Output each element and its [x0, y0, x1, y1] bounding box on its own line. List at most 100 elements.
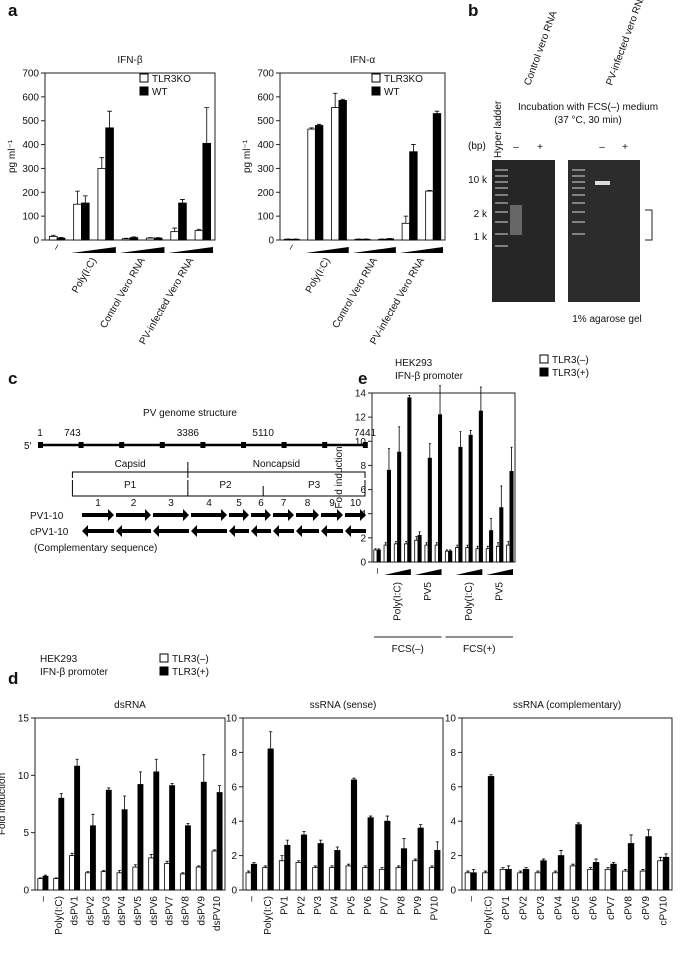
gel-title: Incubation with FCS(–) medium [518, 102, 658, 113]
x-tick-label: Poly(I:C) [483, 896, 494, 935]
genome-marker [281, 442, 287, 448]
bp-label: (bp) [468, 141, 486, 152]
error-bar [70, 852, 74, 856]
dose-wedge [305, 247, 349, 253]
error-bar [559, 850, 563, 856]
y-tick-label: 4 [450, 817, 456, 828]
bar [569, 865, 577, 891]
y-tick-label: 4 [231, 817, 237, 828]
bar [97, 168, 107, 241]
sense-arrow [191, 509, 227, 521]
error-bar [507, 541, 510, 546]
bar [250, 863, 258, 891]
error-bar [165, 860, 169, 864]
x-tick-label: cPV3 [536, 896, 547, 920]
dose-wedge [168, 247, 213, 253]
gel-title: (37 °C, 30 min) [554, 115, 621, 126]
bar [37, 878, 44, 891]
error-bar [369, 815, 373, 818]
legend-swatch [139, 86, 149, 96]
error-bar [524, 867, 528, 870]
genome-marker [119, 442, 125, 448]
bar [395, 867, 402, 891]
error-bar [490, 518, 493, 531]
bar [557, 855, 565, 891]
group-label: Poly(I:C) [393, 582, 404, 621]
x-tick-label: dsPV10 [212, 896, 223, 931]
legend-swatch [159, 653, 169, 663]
bar [58, 797, 65, 891]
error-bar [623, 868, 628, 872]
plot-frame [371, 392, 516, 563]
segment-label: 4 [206, 498, 212, 509]
genome-marker [362, 442, 368, 448]
y-tick-label: 300 [22, 164, 39, 175]
bar [73, 203, 82, 241]
bar [378, 868, 386, 891]
plot-frame [44, 72, 216, 241]
group-label: Poly(I:C) [304, 256, 333, 295]
bar [164, 863, 170, 891]
bar [412, 860, 419, 891]
complement-arrow [191, 525, 227, 537]
genome-position: 3386 [177, 428, 200, 439]
bar [350, 779, 358, 891]
dose-wedge [71, 247, 116, 253]
segment-label: 3 [168, 498, 174, 509]
plot-frame [34, 717, 226, 891]
error-bar [377, 548, 380, 550]
bar [384, 820, 391, 891]
bar [53, 878, 60, 891]
segment-label: 6 [258, 498, 264, 509]
error-bar [394, 541, 397, 544]
error-bar [75, 758, 79, 767]
y-tick-label: 400 [22, 140, 39, 151]
y-tick-label: 200 [22, 188, 39, 199]
x-tick-label: dsPV8 [180, 896, 191, 926]
bar [434, 850, 441, 891]
error-bar [309, 127, 314, 130]
sense-arrow [153, 509, 189, 521]
x-tick-label: PV2 [296, 896, 307, 915]
region-label: Noncapsid [253, 459, 300, 470]
segment-label: 10 [350, 498, 362, 509]
error-bar [402, 838, 406, 849]
y-axis-label: Fold induction [0, 773, 8, 835]
legend-swatch [539, 354, 549, 364]
gel-image [492, 160, 555, 302]
group-label: Control Vero RNA [98, 256, 147, 331]
bar [216, 792, 223, 891]
error-bar [58, 236, 64, 239]
error-bar [411, 144, 416, 152]
bar [362, 867, 369, 891]
genome-marker [78, 442, 84, 448]
bar [400, 848, 408, 891]
y-tick-label: 6 [231, 782, 237, 793]
x-tick-label: cPV1 [501, 896, 512, 920]
error-bar [489, 774, 493, 777]
error-bar [418, 531, 421, 536]
error-bar [385, 815, 389, 822]
bar [211, 850, 218, 891]
x-tick-label: PV10 [430, 896, 441, 921]
x-tick-label: – [246, 896, 257, 902]
bar [485, 548, 490, 563]
error-bar [180, 199, 185, 204]
error-bar [646, 829, 651, 837]
error-bar [427, 189, 432, 192]
error-bar [197, 865, 201, 868]
panel-label: e [358, 369, 367, 388]
group-label: PV-infected Vero RNA [368, 256, 427, 347]
y-tick-label: 10 [18, 771, 30, 782]
error-bar [456, 544, 459, 548]
segment-label: 9 [329, 498, 335, 509]
error-bar [172, 227, 178, 232]
y-tick-label: 8 [360, 461, 366, 472]
lane-label: Control vero RNA [522, 9, 559, 87]
y-tick-label: 6 [360, 485, 366, 496]
bar [489, 530, 494, 563]
bar [262, 867, 269, 891]
bar [48, 236, 58, 241]
x-tick-label: PV1 [280, 896, 291, 915]
x-tick-label: PV4 [330, 896, 341, 915]
